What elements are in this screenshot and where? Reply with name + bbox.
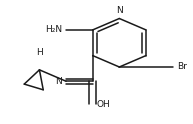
Text: H: H (36, 48, 43, 57)
Text: N: N (116, 6, 123, 15)
Text: OH: OH (97, 100, 111, 109)
Text: H₂N: H₂N (45, 25, 62, 34)
Text: Br: Br (177, 62, 187, 72)
Text: N: N (55, 77, 62, 86)
